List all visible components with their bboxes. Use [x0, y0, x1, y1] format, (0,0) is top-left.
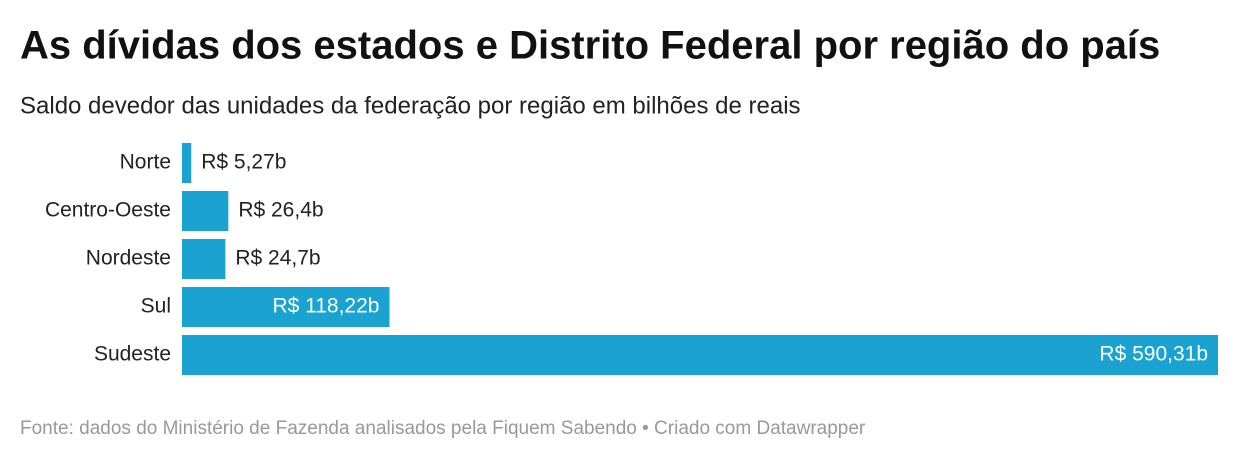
chart-title: As dívidas dos estados e Distrito Federa…	[20, 24, 1160, 68]
value-label: R$ 118,22b	[272, 295, 379, 318]
chart-subtitle: Saldo devedor das unidades da federação …	[20, 92, 801, 119]
y-tick-label: Sul	[141, 295, 171, 318]
bar	[182, 239, 226, 279]
value-label: R$ 24,7b	[235, 247, 320, 270]
source-note: Fonte: dados do Ministério de Fazenda an…	[20, 418, 866, 439]
bar	[182, 335, 1218, 375]
y-tick-label: Centro-Oeste	[45, 199, 171, 222]
bar	[182, 287, 390, 327]
bar	[182, 143, 192, 183]
value-label: R$ 26,4b	[238, 199, 323, 222]
y-tick-label: Norte	[120, 151, 171, 174]
y-tick-label: Sudeste	[94, 343, 171, 366]
value-label: R$ 590,31b	[1099, 343, 1208, 366]
y-tick-label: Nordeste	[86, 247, 171, 270]
bar	[182, 191, 229, 231]
value-label: R$ 5,27b	[201, 151, 286, 174]
